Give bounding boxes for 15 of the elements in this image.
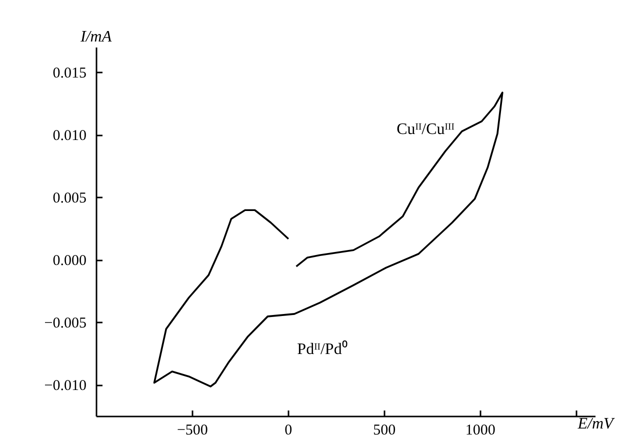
y-tick-label: 0.010 — [52, 128, 86, 144]
y-tick-label: −0.005 — [44, 316, 87, 332]
y-tick-label: 0.005 — [52, 190, 86, 207]
annotation: Cuᴵᴵ/Cuᴵᴵᴵ — [396, 121, 454, 138]
x-axis-title: E/mV — [576, 416, 616, 432]
y-tick-label: 0.000 — [52, 253, 86, 270]
line-series — [153, 92, 504, 388]
x-tick-label: 500 — [373, 422, 396, 436]
y-axis-title: I/mA — [80, 28, 112, 46]
x-tick-label: −500 — [176, 422, 208, 436]
x-tick-label: 1000 — [465, 422, 496, 436]
x-tick-label: 0 — [284, 422, 292, 436]
y-tick-label: 0.015 — [52, 66, 86, 82]
annotation: Pdᴵᴵ/Pd⁰ — [297, 340, 348, 358]
y-tick-label: −0.010 — [44, 378, 87, 394]
